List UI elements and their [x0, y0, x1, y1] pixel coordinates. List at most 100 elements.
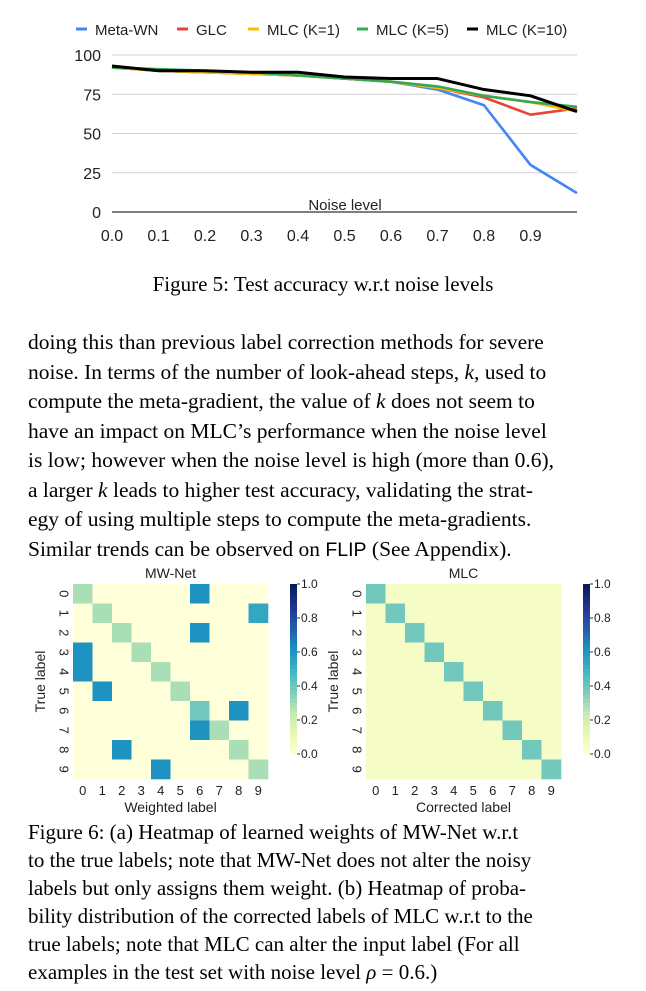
heatmap-cell [229, 681, 249, 702]
heatmap-cell [385, 603, 406, 624]
heatmap-cell [73, 623, 93, 643]
x-tick-label: 0.4 [287, 228, 309, 245]
heatmap-cell [190, 759, 210, 780]
y-tick-label: 25 [83, 166, 101, 183]
colorbar-segment [290, 588, 297, 593]
heatmap-cell [366, 759, 386, 780]
heatmap-cell [92, 759, 113, 780]
heatmap-cell [190, 740, 210, 760]
y-tick-label: 1 [57, 610, 72, 617]
x-tick-label: 9 [548, 783, 555, 798]
heatmap-cell [151, 720, 171, 741]
y-tick-label: 3 [350, 649, 365, 656]
heatmap-cell [463, 623, 484, 643]
y-tick-label: 100 [74, 48, 101, 65]
heatmap-cell [209, 681, 230, 702]
text-run: compute the meta-gradient, the value of [28, 389, 377, 413]
heatmap-cell [170, 623, 191, 643]
heatmap-cell [424, 701, 445, 721]
heatmap-cell [522, 603, 542, 624]
colorbar-segment [290, 737, 297, 742]
heatmap-cell [229, 623, 249, 643]
x-tick-label: 2 [118, 783, 125, 798]
paragraph-line: compute the meta-gradient, the value of … [28, 387, 624, 417]
heatmap-cell [502, 662, 523, 682]
x-tick-label: 2 [411, 783, 418, 798]
heatmap-cell [483, 720, 503, 741]
colorbar-segment [583, 643, 590, 649]
heatmap-cell [73, 662, 93, 682]
heatmap-cell [92, 701, 113, 721]
heatmap-cell [385, 701, 406, 721]
heatmap-cell [190, 584, 210, 604]
heatmap-cell [522, 740, 542, 760]
y-tick-label: 5 [350, 688, 365, 695]
heatmap-cell [444, 720, 464, 741]
heatmap-cell [248, 584, 269, 604]
paragraph-line: a larger k leads to higher test accuracy… [28, 476, 624, 506]
heatmap-cell [131, 623, 152, 643]
heatmap-cell [483, 603, 503, 624]
heatmap-cell [424, 720, 445, 741]
heatmap-cell [463, 603, 484, 624]
heatmap-cell [248, 681, 269, 702]
heatmap-cell [483, 740, 503, 760]
heatmap-cell [424, 759, 445, 780]
heatmap-cell [92, 681, 113, 702]
colorbar-segment [583, 732, 590, 738]
heatmap-cell [209, 701, 230, 721]
heatmap-cell [151, 759, 171, 780]
x-tick-label: 7 [216, 783, 223, 798]
heatmap-cell [405, 720, 425, 741]
colorbar-segment [290, 677, 297, 683]
heatmap-cell [405, 584, 425, 604]
y-tick-label: 7 [57, 727, 72, 734]
heatmap-cell [151, 623, 171, 643]
heatmap-cell [405, 623, 425, 643]
colorbar-segment [290, 686, 297, 691]
heatmap-cell [424, 740, 445, 760]
x-tick-label: 5 [470, 783, 477, 798]
heatmap-cell [112, 701, 132, 721]
heatmap-cell [92, 662, 113, 682]
heatmap-cell [541, 681, 562, 702]
x-axis-label: Corrected label [416, 799, 511, 815]
heatmap-cell [131, 603, 152, 624]
colorbar-segment [290, 741, 297, 746]
colorbar-segment [583, 626, 590, 632]
math-k: k [98, 477, 108, 502]
heatmap-cell [209, 662, 230, 682]
heatmap-cell [385, 662, 406, 682]
heatmap-cell [229, 642, 249, 663]
colorbar-tick-label: 0.8 [301, 611, 318, 625]
colorbar-segment [290, 673, 297, 678]
text-run: a larger [28, 477, 99, 502]
heatmap-cell [170, 584, 191, 604]
x-tick-label: 6 [489, 783, 496, 798]
heatmap-cell [522, 623, 542, 643]
heatmap-cell [463, 642, 484, 663]
dataset-name: FLIP [325, 538, 367, 561]
heatmap-cell [502, 603, 523, 624]
heatmap-cell [463, 759, 484, 780]
heatmap-cell [522, 584, 542, 604]
heatmap-cell [483, 759, 503, 780]
heatmap-cell [190, 720, 210, 741]
heatmap-cell [151, 603, 171, 624]
y-tick-label: 0 [57, 590, 72, 597]
y-tick-label: 4 [350, 668, 365, 675]
y-tick-label: 9 [350, 766, 365, 773]
heatmap-cell [92, 623, 113, 643]
accuracy-line-chart: Meta-WN GLC MLC (K=1) MLC (K=5) MLC (K=10) 0… [74, 22, 578, 245]
heatmap-cell [366, 584, 386, 604]
heatmap-cell [502, 720, 523, 741]
heatmap-cell [541, 642, 562, 663]
colorbar-tick-label: 0.2 [301, 713, 318, 727]
heatmap-cell [385, 642, 406, 663]
colorbar-segment [290, 601, 297, 606]
chart-legend: Meta-WN GLC MLC (K=1) MLC (K=5) MLC (K=10) [76, 22, 567, 39]
colorbar-segment [583, 588, 590, 593]
y-tick-label: 50 [83, 127, 101, 144]
heatmap-cell [248, 662, 269, 682]
y-tick-label: 2 [350, 629, 365, 636]
